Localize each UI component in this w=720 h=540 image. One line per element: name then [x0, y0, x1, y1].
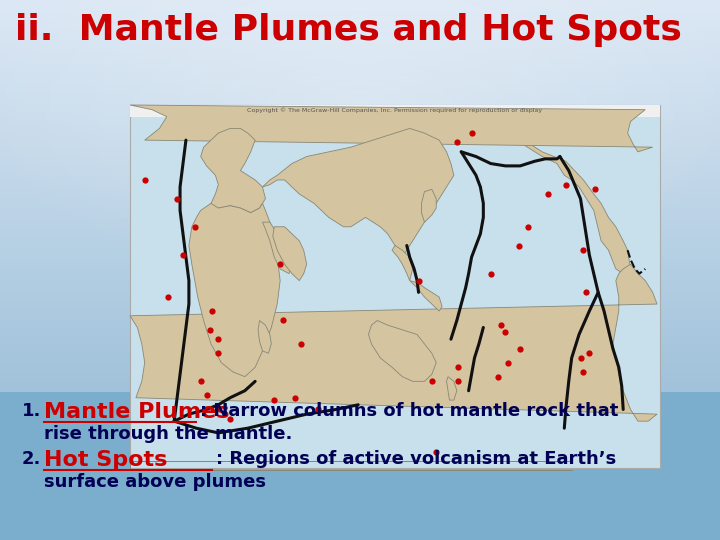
Text: : Narrow columns of hot mantle rock that: : Narrow columns of hot mantle rock that — [200, 402, 618, 420]
Polygon shape — [421, 190, 436, 222]
Polygon shape — [410, 281, 442, 311]
Polygon shape — [369, 320, 436, 381]
Polygon shape — [130, 105, 652, 152]
Bar — [130, 105, 660, 468]
Bar — [0, 392, 720, 540]
Polygon shape — [258, 320, 271, 353]
Polygon shape — [392, 246, 413, 281]
Bar — [130, 105, 660, 117]
Text: Copyright © The McGraw-Hill Companies, Inc. Permission required for reproduction: Copyright © The McGraw-Hill Companies, I… — [248, 107, 543, 113]
Polygon shape — [189, 204, 280, 377]
Polygon shape — [201, 129, 266, 213]
Text: 1.: 1. — [22, 402, 41, 420]
Polygon shape — [469, 126, 631, 274]
Text: ii.  Mantle Plumes and Hot Spots: ii. Mantle Plumes and Hot Spots — [15, 13, 682, 47]
Text: 2.: 2. — [22, 450, 41, 468]
Text: : Regions of active volcanism at Earth’s: : Regions of active volcanism at Earth’s — [216, 450, 616, 468]
Polygon shape — [130, 461, 572, 470]
Text: Hot Spots: Hot Spots — [44, 450, 167, 470]
Polygon shape — [130, 264, 657, 421]
Text: surface above plumes: surface above plumes — [44, 473, 266, 491]
Text: Mantle Plumes: Mantle Plumes — [44, 402, 230, 422]
Polygon shape — [263, 222, 292, 274]
Polygon shape — [263, 129, 454, 257]
Polygon shape — [273, 227, 307, 281]
Text: rise through the mantle.: rise through the mantle. — [44, 425, 292, 443]
Polygon shape — [446, 377, 456, 400]
